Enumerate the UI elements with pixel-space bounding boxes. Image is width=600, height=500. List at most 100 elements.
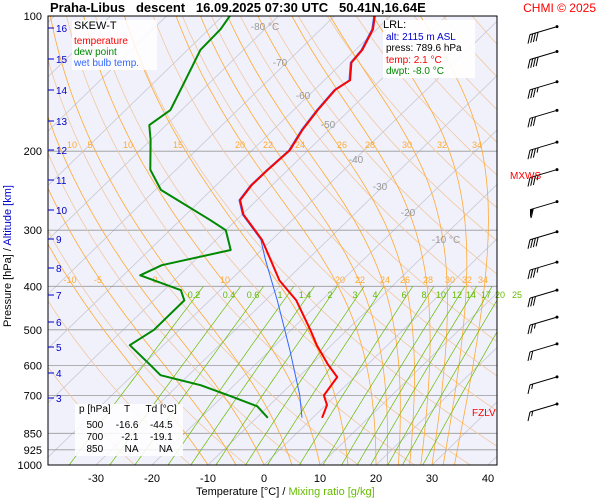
wind-barb-feather — [530, 208, 534, 218]
cell: -44.5 — [149, 420, 173, 431]
cell: 700 — [86, 432, 104, 443]
wind-barb-staff — [529, 261, 558, 271]
isotherm-line — [375, 346, 497, 465]
dry-adiabat — [239, 16, 497, 309]
x-axis-sep: / — [282, 486, 286, 498]
mxws-marker: MXWS — [510, 171, 542, 182]
wind-barb-feather — [527, 59, 531, 69]
isotherm-label: -50 — [321, 120, 336, 131]
wind-barb-station — [555, 108, 559, 112]
moist-adiabat-label: 20 — [235, 140, 245, 150]
wind-barb — [527, 260, 559, 280]
wind-barb — [527, 288, 559, 308]
altitude-tick-label: 14 — [56, 86, 68, 97]
y-axis-sep: / — [2, 248, 14, 252]
wind-barb-staff — [529, 109, 558, 119]
wind-barb-feather — [535, 32, 539, 42]
altitude-tick-label: 4 — [56, 369, 62, 380]
moist-adiabat-label: 10 — [220, 275, 230, 285]
temperature-tick-label: -30 — [88, 473, 104, 485]
wind-barb-station — [555, 375, 559, 379]
wind-barb-feather — [527, 351, 531, 362]
wind-barb — [527, 375, 559, 394]
wind-barb — [527, 80, 559, 99]
wind-barb-feather — [527, 384, 531, 394]
mixing-ratio-label: 17 — [481, 290, 491, 300]
mixing-ratio-line — [299, 286, 413, 465]
wind-barb-half — [533, 323, 536, 329]
isotherm-line — [95, 75, 497, 465]
moist-adiabat-label: 30 — [402, 140, 412, 150]
mixing-ratio-label: 6 — [401, 290, 406, 300]
wind-barb-feather — [532, 32, 536, 43]
legend-temperature: temperature — [74, 36, 128, 47]
wind-barb — [527, 25, 559, 44]
cell: 500 — [86, 420, 104, 431]
mixing-ratio-label: 20 — [495, 290, 505, 300]
wind-barb-station — [555, 80, 559, 84]
legend-title: SKEW-T — [74, 20, 117, 32]
legend-dewpoint: dew point — [74, 47, 117, 58]
isotherm-label: -40 — [349, 155, 364, 166]
wind-barb-feather — [530, 58, 534, 68]
wind-barb-staff — [529, 316, 558, 326]
wind-barb — [527, 50, 559, 69]
cell: NA — [158, 444, 173, 455]
lrl-temp: temp: 2.1 °C — [386, 54, 442, 66]
wind-barb-feather — [532, 57, 536, 68]
moist-adiabat — [124, 16, 349, 465]
wind-barb-station — [555, 200, 559, 204]
moist-adiabat-label: 24 — [295, 140, 305, 150]
dry-adiabat — [48, 152, 303, 465]
mixing-ratio-label: 0.2 — [188, 290, 201, 300]
moist-adiabat-label: 5 — [87, 140, 92, 150]
altitude-tick-label: 3 — [56, 394, 62, 405]
table-header: Td [°C] — [145, 404, 177, 415]
isotherm-line — [534, 0, 600, 475]
mixing-ratio-label: 0.6 — [247, 290, 260, 300]
moist-adiabat-label: 34 — [472, 140, 482, 150]
wind-barb — [527, 230, 559, 249]
isotherm-line — [48, 16, 392, 350]
isotherm-line — [48, 16, 224, 186]
isotherm-label: -60 — [296, 91, 311, 102]
mixing-ratio-line — [370, 286, 478, 465]
wind-barb-staff — [529, 51, 558, 60]
mixing-ratio-line — [387, 286, 493, 465]
wind-barb-feather — [530, 297, 534, 307]
moist-adiabat — [227, 16, 401, 465]
moist-adiabat — [420, 16, 489, 465]
mixing-ratio-label: 12 — [452, 290, 462, 300]
wind-barb-station — [555, 50, 559, 54]
isotherm-label: -30 — [373, 182, 388, 193]
temperature-tick-label: 40 — [482, 473, 494, 485]
cell: -16.6 — [115, 420, 139, 431]
moist-adiabat-label: 15 — [173, 140, 183, 150]
altitude-tick-label: 11 — [56, 176, 67, 187]
wind-barb-staff — [529, 343, 558, 353]
moist-adiabat — [48, 115, 265, 465]
pressure-tick-label: 925 — [24, 445, 42, 457]
cell: 850 — [86, 444, 104, 455]
table-row: 700 -2.1 -19.1 — [75, 432, 183, 444]
wind-barb-feather — [532, 296, 536, 306]
wind-barb-half — [536, 267, 539, 273]
altitude-tick-label: 13 — [56, 117, 68, 128]
altitude-tick-label: 5 — [56, 343, 62, 354]
pressure-tick-label: 300 — [24, 225, 42, 237]
moist-adiabat-label: -10 — [63, 275, 76, 285]
wind-barb-feather — [530, 88, 534, 99]
dry-adiabat — [210, 16, 497, 343]
wind-barb-half — [536, 147, 539, 153]
wind-barb-feather — [527, 118, 531, 128]
legend-box: SKEW-T temperature dew point wet bulb te… — [72, 20, 157, 70]
wind-barb-staff — [529, 403, 558, 413]
mixing-ratio-label: 14 — [466, 290, 476, 300]
dry-adiabat — [326, 16, 497, 209]
wind-barb-feather — [530, 269, 534, 279]
wind-barb-station — [555, 315, 559, 319]
lrl-alt: alt: 2115 m ASL — [386, 31, 456, 43]
wind-barb-station — [555, 140, 559, 144]
y-axis-label: Pressure [hPa] — [2, 254, 14, 327]
isotherm-line — [207, 183, 497, 465]
